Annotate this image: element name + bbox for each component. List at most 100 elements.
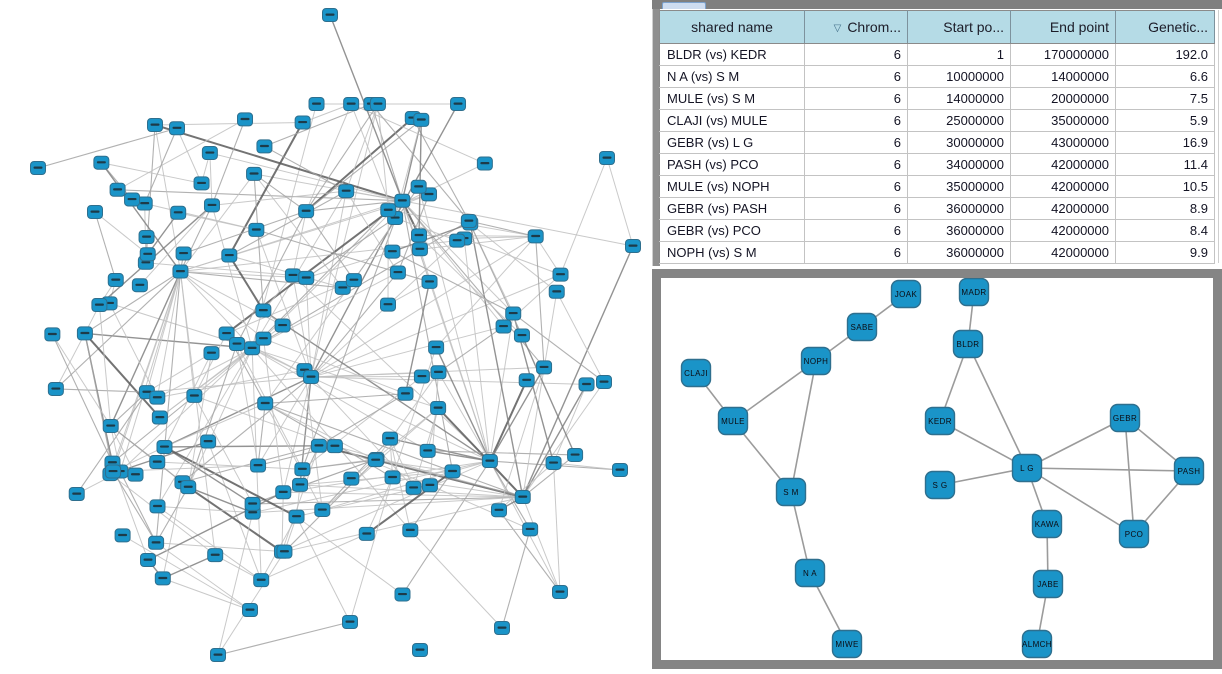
network-node[interactable] — [309, 98, 324, 111]
network-node[interactable] — [370, 98, 385, 111]
network-node[interactable] — [506, 307, 521, 320]
network-node[interactable] — [194, 177, 209, 190]
table-cell[interactable]: 14000000 — [1011, 66, 1116, 88]
network-node[interactable] — [293, 478, 308, 491]
network-node[interactable] — [150, 500, 165, 513]
network-node-mule[interactable]: MULE — [719, 408, 748, 435]
network-node[interactable] — [157, 440, 172, 453]
network-node[interactable] — [431, 366, 446, 379]
network-node[interactable] — [420, 444, 435, 457]
network-node[interactable] — [148, 119, 163, 132]
table-cell[interactable]: 6 — [805, 176, 908, 198]
network-node[interactable] — [600, 152, 615, 165]
network-node-l-g[interactable]: L G — [1013, 455, 1042, 482]
network-node[interactable] — [152, 411, 167, 424]
table-cell[interactable]: 42000000 — [1011, 198, 1116, 220]
network-node-noph[interactable]: NOPH — [802, 348, 831, 375]
network-node[interactable] — [496, 320, 511, 333]
network-node[interactable] — [249, 223, 264, 236]
network-node[interactable] — [150, 391, 165, 404]
table-cell[interactable]: 36000000 — [908, 198, 1011, 220]
network-node[interactable] — [204, 347, 219, 360]
network-node[interactable] — [140, 248, 155, 261]
network-node[interactable] — [477, 157, 492, 170]
network-node[interactable] — [523, 523, 538, 536]
table-cell[interactable]: GEBR (vs) L G — [660, 132, 805, 154]
network-node[interactable] — [519, 374, 534, 387]
table-cell[interactable]: 34000000 — [908, 154, 1011, 176]
network-node[interactable] — [149, 536, 164, 549]
network-node[interactable] — [258, 397, 273, 410]
network-node[interactable] — [461, 215, 476, 228]
network-node[interactable] — [141, 554, 156, 567]
network-node[interactable] — [445, 465, 460, 478]
network-node[interactable] — [276, 486, 291, 499]
network-node[interactable] — [383, 432, 398, 445]
network-node[interactable] — [412, 243, 427, 256]
table-cell[interactable]: 6 — [805, 66, 908, 88]
network-node[interactable] — [277, 545, 292, 558]
network-node[interactable] — [201, 435, 216, 448]
network-node[interactable] — [553, 586, 568, 599]
table-cell[interactable]: 36000000 — [908, 220, 1011, 242]
table-cell[interactable]: 5.9 — [1116, 110, 1215, 132]
network-overview-canvas[interactable] — [0, 0, 652, 669]
network-node[interactable] — [412, 229, 427, 242]
network-node[interactable] — [403, 524, 418, 537]
network-node-sabe[interactable]: SABE — [848, 314, 877, 341]
filter-icon[interactable]: ▽ — [834, 23, 842, 34]
table-cell[interactable]: 10000000 — [908, 66, 1011, 88]
network-node[interactable] — [568, 448, 583, 461]
network-node[interactable] — [245, 497, 260, 510]
table-cell[interactable]: 35000000 — [1011, 110, 1116, 132]
network-node-claji[interactable]: CLAJI — [682, 360, 711, 387]
table-cell[interactable]: 42000000 — [1011, 154, 1116, 176]
network-node[interactable] — [139, 231, 154, 244]
table-cell[interactable]: 42000000 — [1011, 176, 1116, 198]
network-node-n-a[interactable]: N A — [796, 560, 825, 587]
table-cell[interactable]: 11.4 — [1116, 154, 1215, 176]
network-node[interactable] — [413, 644, 428, 657]
column-header-start-position[interactable]: Start po... — [908, 11, 1011, 44]
network-node-s-m[interactable]: S M — [777, 479, 806, 506]
table-cell[interactable]: 6 — [805, 242, 908, 264]
table-cell[interactable]: 42000000 — [1011, 220, 1116, 242]
column-header-shared-name[interactable]: shared name — [660, 11, 805, 44]
network-node[interactable] — [339, 185, 354, 198]
table-cell[interactable]: 25000000 — [908, 110, 1011, 132]
table-cell[interactable]: 192.0 — [1116, 44, 1215, 66]
network-node[interactable] — [528, 230, 543, 243]
table-cell[interactable]: 6 — [805, 88, 908, 110]
network-node[interactable] — [344, 98, 359, 111]
network-node[interactable] — [170, 122, 185, 135]
network-node[interactable] — [390, 266, 405, 279]
table-cell[interactable]: N A (vs) S M — [660, 66, 805, 88]
network-node[interactable] — [344, 472, 359, 485]
table-cell[interactable]: 170000000 — [1011, 44, 1116, 66]
network-node[interactable] — [537, 361, 552, 374]
network-node[interactable] — [176, 247, 191, 260]
network-node[interactable] — [77, 327, 92, 340]
network-node[interactable] — [48, 382, 63, 395]
network-node-pco[interactable]: PCO — [1120, 521, 1149, 548]
network-node[interactable] — [482, 455, 497, 468]
network-node[interactable] — [208, 549, 223, 562]
network-node[interactable] — [549, 285, 564, 298]
network-node[interactable] — [451, 98, 466, 111]
network-node[interactable] — [181, 481, 196, 494]
table-cell[interactable]: 20000000 — [1011, 88, 1116, 110]
network-node[interactable] — [327, 440, 342, 453]
network-node[interactable] — [229, 337, 244, 350]
network-node[interactable] — [247, 167, 262, 180]
table-header-tab[interactable] — [662, 2, 706, 9]
table-cell[interactable]: CLAJI (vs) MULE — [660, 110, 805, 132]
network-node[interactable] — [128, 468, 143, 481]
network-node[interactable] — [92, 299, 107, 312]
network-node-s-g[interactable]: S G — [926, 472, 955, 499]
network-node[interactable] — [429, 341, 444, 354]
network-node[interactable] — [385, 471, 400, 484]
